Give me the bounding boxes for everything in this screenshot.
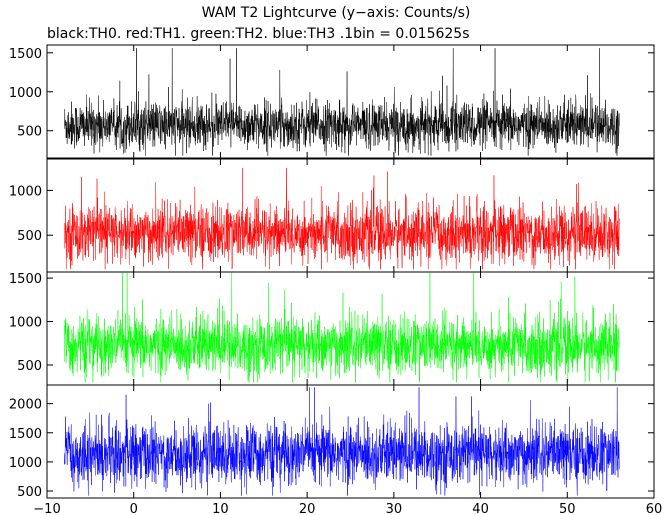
y-tick-label: 1000: [9, 316, 42, 331]
y-tick-label: 1500: [9, 47, 42, 62]
x-tick-label: 50: [559, 502, 576, 515]
series-th3-line: [64, 387, 620, 496]
x-tick-label: 60: [646, 502, 663, 515]
panel-frame: [46, 384, 655, 499]
y-tick-label: 500: [17, 125, 42, 140]
y-tick-label: 1000: [9, 86, 42, 101]
y-tick-label: 500: [17, 485, 42, 500]
x-tick-label: 40: [472, 502, 489, 515]
y-tick-label: 1500: [9, 427, 42, 442]
y-tick-label: 1000: [9, 456, 42, 471]
series-th0-line: [64, 48, 620, 156]
y-tick-label: 1000: [9, 184, 42, 199]
y-tick-label: 2000: [9, 398, 42, 413]
x-tick-label: 20: [299, 502, 316, 515]
x-tick-label: 30: [386, 502, 403, 515]
series-th1-line: [64, 167, 620, 270]
y-tick-label: 500: [17, 229, 42, 244]
y-tick-label: 500: [17, 359, 42, 374]
x-tick-label: 10: [212, 502, 229, 515]
chart-subtitle: black:TH0. red:TH1. green:TH2. blue:TH3 …: [47, 26, 470, 42]
x-tick-label: −10: [33, 502, 60, 515]
x-tick-label: 0: [130, 502, 138, 515]
chart-title: WAM T2 Lightcurve (y−axis: Counts/s): [201, 5, 471, 21]
series-th2-line: [64, 272, 620, 383]
panel-frame: [46, 44, 655, 159]
y-tick-label: 1500: [9, 272, 42, 287]
